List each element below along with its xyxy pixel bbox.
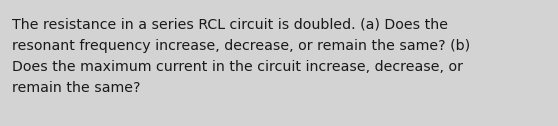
Text: The resistance in a series RCL circuit is doubled. (a) Does the
resonant frequen: The resistance in a series RCL circuit i… <box>12 18 470 96</box>
